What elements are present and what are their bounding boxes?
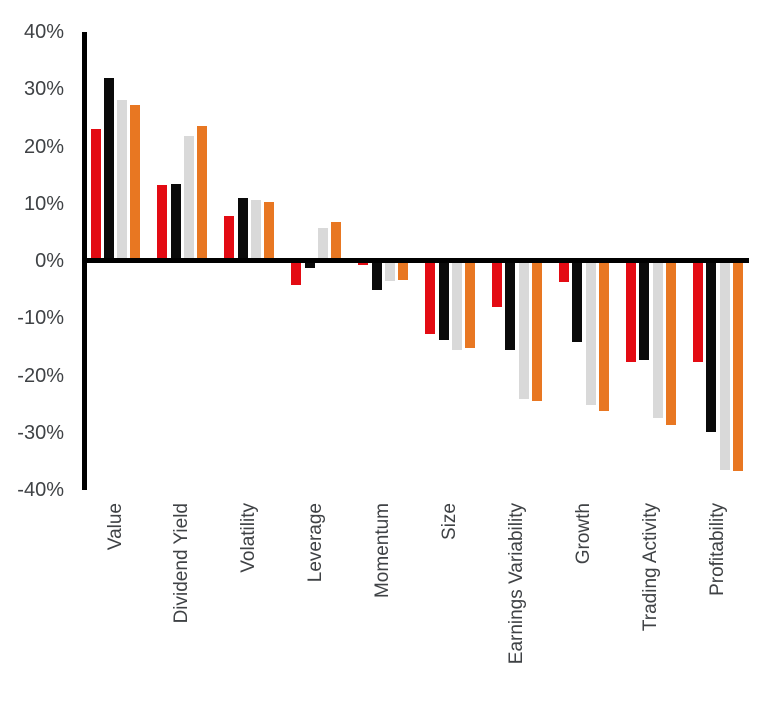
x-category-label: Momentum (372, 503, 394, 599)
bar-series-4-orange-volatility (264, 202, 275, 262)
x-category-label: Dividend Yield (171, 503, 193, 624)
bar-series-3-gray-volatility (251, 200, 261, 262)
x-category-label: Value (104, 503, 126, 551)
x-category-label-wrap: Dividend Yield (149, 503, 216, 703)
bar-series-4-orange-profitability (732, 261, 743, 471)
bar-series-2-black-growth (572, 261, 583, 343)
bar-series-4-orange-dividend-yield (197, 125, 208, 262)
bar-series-3-gray-growth (585, 261, 596, 406)
x-category-label: Earnings Variability (506, 503, 528, 665)
x-category-label-wrap: Size (417, 503, 484, 703)
bar-series-3-gray-earnings-variability (518, 261, 529, 399)
bar-series-2-black-dividend-yield (170, 184, 181, 262)
x-category-label-wrap: Trading Activity (617, 503, 684, 703)
bar-series-2-black-size (438, 261, 449, 341)
bar-series-1-red-dividend-yield (157, 185, 168, 262)
bar-series-4-orange-trading-activity (665, 261, 676, 426)
bar-series-2-black-value (103, 78, 114, 262)
bar-series-1-red-growth (559, 261, 570, 283)
bar-series-1-red-profitability (692, 261, 703, 363)
bar-series-1-red-earnings-variability (492, 261, 503, 308)
bar-series-4-orange-leverage (331, 222, 342, 262)
x-category-label-wrap: Profitability (684, 503, 751, 703)
x-category-label-wrap: Value (82, 503, 149, 703)
x-category-label-wrap: Momentum (350, 503, 417, 703)
x-category-label: Growth (573, 503, 594, 565)
y-tick-label: -20% (17, 364, 64, 387)
x-category-label: Trading Activity (639, 503, 661, 632)
bar-series-4-orange-momentum (398, 261, 409, 280)
bar-series-4-orange-earnings-variability (532, 261, 543, 401)
y-tick-label: 20% (23, 135, 64, 158)
bar-series-2-black-volatility (237, 198, 248, 262)
x-category-label-wrap: Volatility (216, 503, 283, 703)
bar-series-3-gray-trading-activity (652, 261, 663, 418)
bar-series-3-gray-leverage (317, 228, 328, 262)
bar-series-3-gray-profitability (719, 261, 730, 470)
x-category-label: Profitability (706, 503, 728, 596)
y-tick-label: 30% (23, 78, 64, 101)
y-tick-label: -40% (17, 479, 64, 501)
bar-series-1-red-size (425, 261, 436, 335)
bar-series-2-black-profitability (706, 261, 717, 433)
bar-series-1-red-leverage (291, 261, 302, 285)
x-category-label-wrap: Growth (551, 503, 618, 703)
y-axis-line (82, 32, 87, 490)
bar-series-3-gray-dividend-yield (184, 136, 195, 262)
bar-series-4-orange-size (465, 261, 476, 348)
x-category-label: Size (439, 503, 461, 540)
bar-series-2-black-earnings-variability (505, 261, 516, 350)
bar-series-4-orange-value (130, 105, 141, 262)
bar-series-3-gray-size (451, 261, 462, 351)
y-tick-label: 40% (23, 21, 64, 43)
bar-series-3-gray-value (117, 100, 128, 262)
bar-series-4-orange-growth (598, 261, 609, 411)
x-category-label: Volatility (238, 503, 260, 573)
y-tick-label: 10% (23, 192, 64, 215)
bar-series-1-red-value (90, 129, 101, 262)
zero-baseline (82, 258, 749, 263)
y-tick-label: -30% (17, 421, 64, 444)
y-tick-label: 0% (35, 250, 64, 272)
x-category-label-wrap: Leverage (283, 503, 350, 703)
x-category-label: Leverage (305, 503, 327, 583)
bar-series-3-gray-momentum (384, 261, 395, 282)
bar-series-1-red-volatility (224, 216, 235, 262)
bar-series-1-red-trading-activity (625, 261, 636, 363)
x-category-label-wrap: Earnings Variability (484, 503, 551, 703)
bar-series-2-black-trading-activity (639, 261, 650, 361)
bar-series-2-black-leverage (304, 261, 315, 268)
y-tick-label: -10% (17, 307, 64, 330)
bar-series-2-black-momentum (371, 261, 382, 291)
